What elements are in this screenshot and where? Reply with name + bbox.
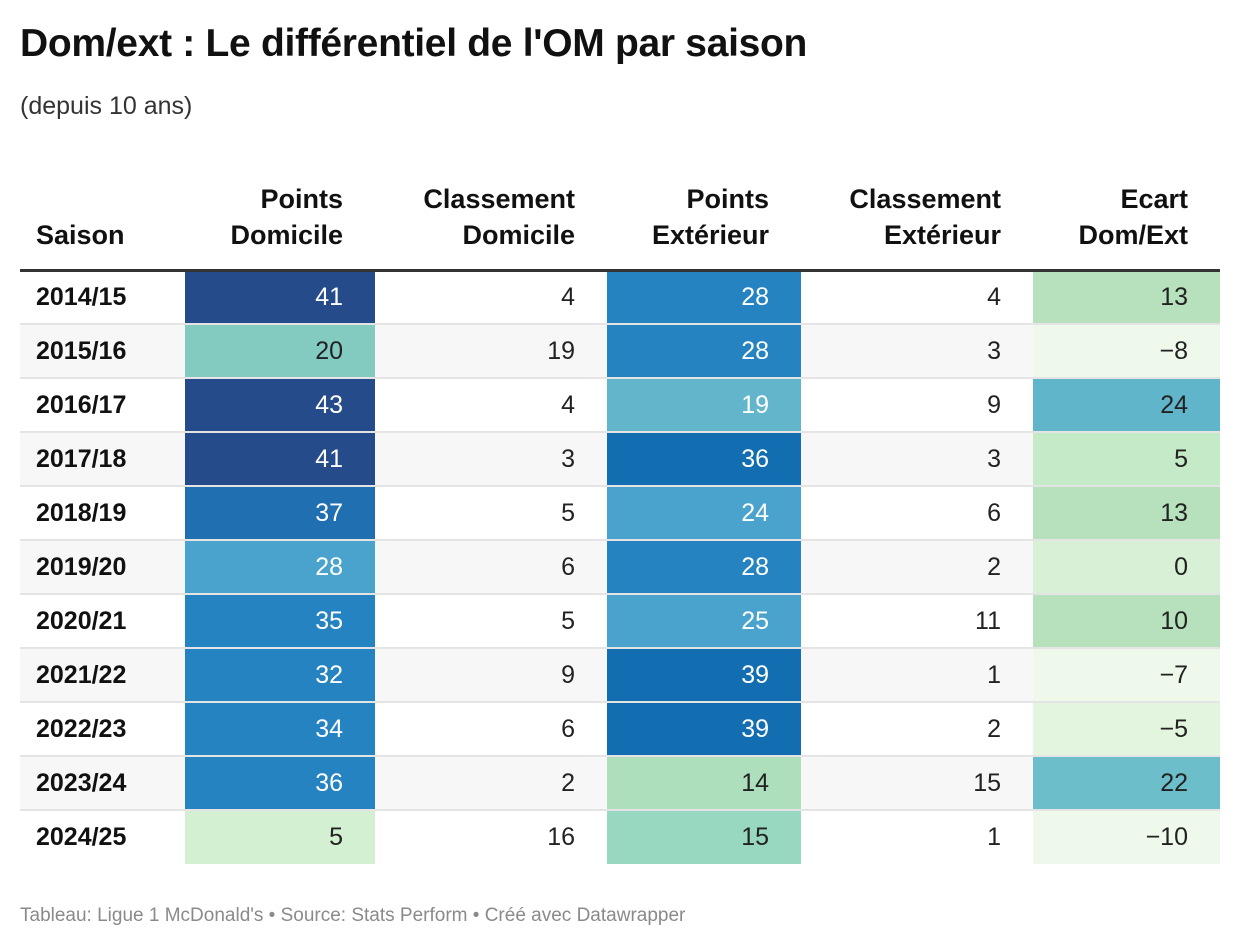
stats-table: Saison Points Domicile Classement Domicile…	[20, 170, 1220, 864]
cell-points-exterieur: 39	[607, 701, 801, 756]
cell-ecart: 13	[1033, 270, 1220, 324]
cell-points-exterieur: 39	[607, 647, 801, 702]
table-row: 2014/15 41 4 28 4 13	[20, 270, 1220, 324]
cell-ecart: 22	[1033, 755, 1220, 810]
table-row: 2019/20 28 6 28 2 0	[20, 539, 1220, 594]
table-row: 2023/24 36 2 14 15 22	[20, 755, 1220, 810]
cell-points-domicile: 34	[185, 701, 375, 756]
cell-points-exterieur: 24	[607, 485, 801, 540]
cell-saison: 2018/19	[20, 485, 185, 540]
cell-points-domicile: 36	[185, 755, 375, 810]
cell-points-exterieur: 36	[607, 431, 801, 486]
cell-saison: 2014/15	[36, 282, 127, 311]
cell-saison: 2022/23	[20, 701, 185, 756]
cell-ecart: 0	[1033, 539, 1220, 594]
cell-classement-domicile: 2	[375, 755, 607, 810]
footer-credit: Tableau: Ligue 1 McDonald's • Source: St…	[20, 905, 686, 926]
cell-classement-domicile: 9	[375, 647, 607, 702]
chart-subtitle: (depuis 10 ans)	[20, 92, 193, 120]
col-header-ecart[interactable]: Ecart Dom/Ext	[1078, 183, 1188, 250]
cell-classement-exterieur: 1	[801, 647, 1033, 702]
cell-classement-domicile: 16	[375, 809, 607, 864]
table-row: 2020/21 35 5 25 11 10	[20, 593, 1220, 648]
cell-classement-domicile: 4	[561, 282, 575, 311]
cell-points-exterieur: 15	[607, 809, 801, 864]
cell-saison: 2016/17	[20, 377, 185, 432]
cell-points-domicile: 32	[185, 647, 375, 702]
cell-points-domicile: 43	[185, 377, 375, 432]
cell-classement-domicile: 6	[375, 701, 607, 756]
cell-classement-exterieur: 1	[801, 809, 1033, 864]
cell-classement-exterieur: 3	[801, 431, 1033, 486]
cell-points-domicile: 28	[185, 539, 375, 594]
cell-classement-domicile: 6	[375, 539, 607, 594]
chart-title: Dom/ext : Le différentiel de l'OM par sa…	[20, 22, 808, 65]
col-header-saison[interactable]: Saison	[36, 219, 125, 250]
col-header-points-exterieur[interactable]: Points Extérieur	[651, 183, 769, 250]
cell-classement-exterieur: 3	[801, 323, 1033, 378]
cell-saison: 2021/22	[20, 647, 185, 702]
cell-points-domicile: 5	[185, 809, 375, 864]
table-row: 2022/23 34 6 39 2 −5	[20, 701, 1220, 756]
cell-ecart: −5	[1033, 701, 1220, 756]
table-row: 2017/18 41 3 36 3 5	[20, 431, 1220, 486]
table-row: 2018/19 37 5 24 6 13	[20, 485, 1220, 540]
table-row: 2016/17 43 4 19 9 24	[20, 377, 1220, 432]
cell-classement-domicile: 5	[375, 593, 607, 648]
col-header-classement-domicile[interactable]: Classement Domicile	[423, 183, 575, 250]
cell-points-exterieur: 19	[607, 377, 801, 432]
cell-points-domicile: 37	[185, 485, 375, 540]
cell-saison: 2015/16	[20, 323, 185, 378]
col-header-points-domicile[interactable]: Points Domicile	[230, 183, 343, 250]
cell-classement-exterieur: 9	[801, 377, 1033, 432]
cell-classement-exterieur: 15	[801, 755, 1033, 810]
cell-ecart: 24	[1033, 377, 1220, 432]
cell-classement-domicile: 19	[375, 323, 607, 378]
cell-ecart: −10	[1033, 809, 1220, 864]
cell-ecart: 5	[1033, 431, 1220, 486]
cell-saison: 2024/25	[20, 809, 185, 864]
cell-classement-domicile: 5	[375, 485, 607, 540]
table-row: 2024/25 5 16 15 1 −10	[20, 809, 1220, 864]
cell-points-exterieur: 28	[607, 539, 801, 594]
cell-saison: 2019/20	[20, 539, 185, 594]
cell-saison: 2023/24	[20, 755, 185, 810]
cell-points-exterieur: 28	[607, 270, 801, 324]
cell-classement-exterieur: 2	[801, 701, 1033, 756]
table-row: 2021/22 32 9 39 1 −7	[20, 647, 1220, 702]
cell-classement-domicile: 4	[375, 377, 607, 432]
cell-classement-exterieur: 4	[987, 282, 1001, 311]
cell-points-domicile: 20	[185, 323, 375, 378]
cell-ecart: 10	[1033, 593, 1220, 648]
cell-points-domicile: 41	[185, 270, 375, 324]
cell-ecart: −8	[1033, 323, 1220, 378]
cell-saison: 2020/21	[20, 593, 185, 648]
cell-points-domicile: 41	[185, 431, 375, 486]
table-header-row: Saison Points Domicile Classement Domicile…	[20, 170, 1220, 270]
cell-points-exterieur: 25	[607, 593, 801, 648]
cell-ecart: 13	[1033, 485, 1220, 540]
cell-saison: 2017/18	[20, 431, 185, 486]
table-body: 2014/15 41 4 28 4 13 2015/16 20 19 28 3 −8 2016/17 43…	[20, 270, 1220, 864]
cell-classement-domicile: 3	[375, 431, 607, 486]
cell-classement-exterieur: 2	[801, 539, 1033, 594]
cell-points-exterieur: 14	[607, 755, 801, 810]
cell-points-exterieur: 28	[607, 323, 801, 378]
table-row: 2015/16 20 19 28 3 −8	[20, 323, 1220, 378]
cell-classement-exterieur: 11	[801, 593, 1033, 648]
col-header-classement-exterieur[interactable]: Classement Extérieur	[849, 183, 1001, 250]
cell-classement-exterieur: 6	[801, 485, 1033, 540]
cell-ecart: −7	[1033, 647, 1220, 702]
cell-points-domicile: 35	[185, 593, 375, 648]
